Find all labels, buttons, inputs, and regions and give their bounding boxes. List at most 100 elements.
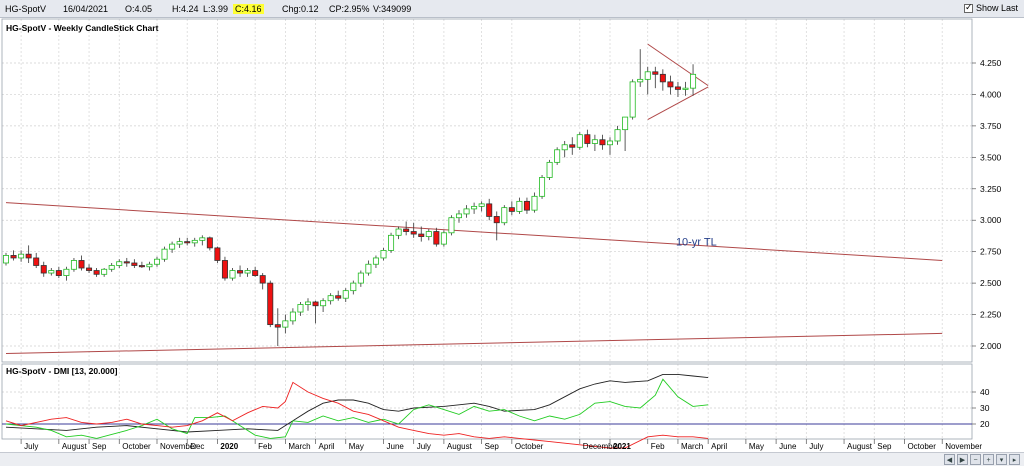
x-tick-label: May [749,442,764,451]
candle-body [252,270,259,276]
candle [486,198,493,221]
candle-body [637,78,644,83]
candle [478,201,485,212]
candle-body [508,207,515,212]
chart-footer-bar: ◀ ▶ − + ▾ ▸ [0,452,1024,466]
candle-body [312,301,319,307]
candle-body [237,270,244,274]
main-chart-title: HG-SpotV - Weekly CandleStick Chart [6,23,159,33]
candle [410,222,417,238]
candle [546,159,553,180]
dmi-y-tick-label: 40 [980,387,990,397]
candle [55,266,62,279]
candle [191,237,198,247]
candle [259,273,266,290]
candle [297,301,304,316]
trendline [647,43,709,87]
x-tick-label: Feb [651,442,665,451]
candle-body [191,239,198,244]
scroll-left-icon[interactable]: ◀ [944,454,955,465]
scroll-right-icon[interactable]: ▶ [957,454,968,465]
candle [395,226,402,240]
candle [289,308,296,325]
candle [418,226,425,242]
candle [25,245,32,263]
candle [10,250,17,261]
candle-body [304,301,311,305]
zoom-in-icon[interactable]: + [983,454,994,465]
candle [607,137,614,155]
candle [342,288,349,302]
x-tick-label: Sep [92,442,107,451]
main-y-tick-label: 2.000 [980,341,1002,351]
candle-body [523,200,530,211]
show-last-checkbox[interactable] [963,2,973,13]
x-tick-label: Sep [485,442,500,451]
header-high: H:4.24 [172,4,199,14]
chart-settings-icon[interactable]: ▾ [996,454,1007,465]
candle-body [25,253,32,259]
candle [372,255,379,269]
main-y-tick-label: 2.500 [980,278,1002,288]
candle [335,290,342,301]
candle-body [289,311,296,322]
x-tick-label: 2021 [613,442,631,451]
candle-body [33,257,40,266]
x-tick-label: April [319,442,335,451]
candle-body [123,261,130,264]
candle-body [70,260,77,270]
candle-body [380,250,387,259]
candle-body [206,237,213,249]
candle [33,252,40,269]
candle [690,64,697,96]
trendline-annotation: 10-yr TL [676,237,717,249]
candle-body [48,270,55,274]
main-y-tick-label: 2.750 [980,247,1002,257]
candle-body [259,275,266,284]
x-tick-label: Dec [190,442,204,451]
show-last-toggle[interactable]: Show Last [963,2,1018,13]
trendline [5,202,943,261]
candle-body [184,241,191,244]
candle [199,235,206,246]
candle [388,232,395,253]
candle-body [644,71,651,80]
candle [425,229,432,241]
candle-body [448,217,455,234]
candle [403,221,410,236]
candle-body [116,261,123,266]
dmi-y-tick-label: 20 [980,419,990,429]
x-tick-label: March [288,442,310,451]
candle-body [350,282,357,292]
zoom-out-icon[interactable]: − [970,454,981,465]
candle-body [425,231,432,237]
candle [138,261,145,269]
x-tick-label: April [711,442,727,451]
candle-body [320,300,327,307]
main-y-tick-label: 3.500 [980,152,1002,162]
candle [614,125,621,145]
candle-body [395,228,402,236]
candle [493,211,500,241]
candle [312,300,319,324]
candle-body [10,255,17,259]
x-tick-label: August [62,442,88,451]
candle [70,257,77,272]
candle [244,268,251,277]
x-tick-label: August [447,442,473,451]
candle [576,132,583,150]
candle-body [629,81,636,118]
x-tick-label: Feb [258,442,272,451]
candle [123,257,130,267]
x-tick-label: May [349,442,364,451]
candle-body [501,207,508,224]
candle-body [78,260,85,269]
candle-body [546,161,553,178]
main-y-axis: 2.000 2.250 2.500 2.750 3.000 3.250 3.500 3.750… [972,58,1002,351]
expand-icon[interactable]: ▸ [1009,454,1020,465]
candle-body [244,270,251,274]
candle-body [221,260,228,279]
candle [169,241,176,253]
